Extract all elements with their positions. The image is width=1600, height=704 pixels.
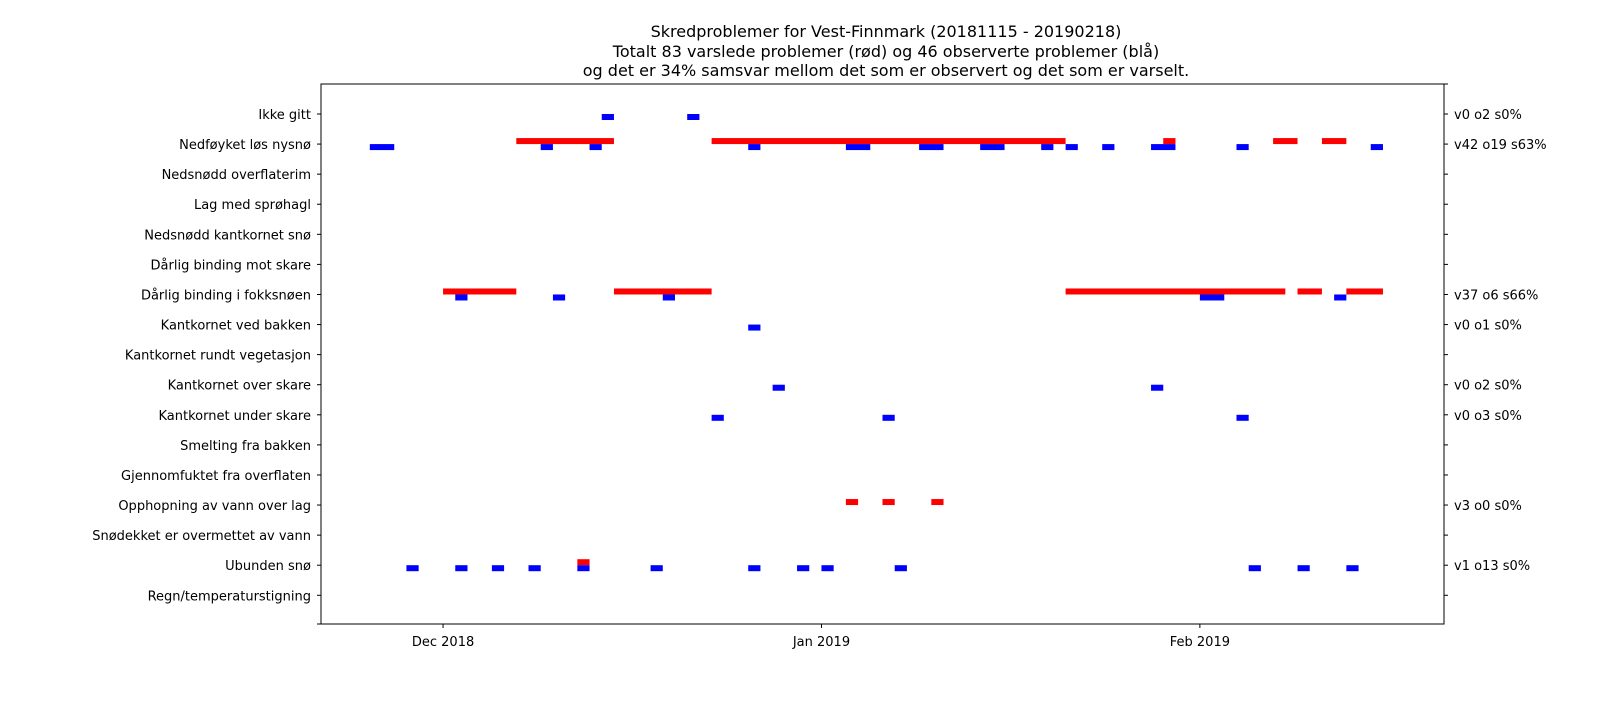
observed-bar: [1297, 565, 1310, 572]
y-tick-label: Ubunden snø: [225, 559, 311, 574]
plot-frame: [320, 83, 1445, 625]
observed-bar: [577, 565, 590, 572]
forecast-bar: [516, 138, 614, 145]
observed-bar: [369, 144, 395, 151]
observed-bar: [882, 414, 895, 421]
forecast-bar: [577, 559, 590, 566]
observed-bar: [980, 144, 1005, 151]
observed-bar: [1199, 294, 1225, 301]
right-stat-label: v37 o6 s66%: [1454, 288, 1538, 303]
right-stat-label: v3 o0 s0%: [1454, 499, 1522, 514]
bars-layer: [369, 114, 1383, 572]
observed-bar: [589, 144, 602, 151]
observed-bar: [1334, 294, 1347, 301]
x-tick-label: Dec 2018: [412, 635, 474, 650]
observed-bar: [1151, 144, 1176, 151]
forecast-bar: [1273, 138, 1298, 145]
observed-bar: [1370, 144, 1383, 151]
y-tick-label: Kantkornet ved bakken: [161, 319, 311, 334]
y-tick-label: Dårlig binding mot skare: [151, 258, 311, 273]
chart-title-line-2: Totalt 83 varslede problemer (rød) og 46…: [612, 42, 1159, 61]
forecast-bar: [882, 499, 895, 506]
right-stat-label: v0 o2 s0%: [1454, 108, 1522, 123]
observed-bar: [821, 565, 834, 572]
forecast-bar: [613, 288, 712, 295]
y-tick-label: Kantkornet under skare: [158, 409, 311, 424]
observed-bar: [797, 565, 810, 572]
observed-bar: [552, 294, 566, 301]
y-tick-label: Nedsnødd kantkornet snø: [144, 228, 311, 243]
observed-bar: [455, 565, 468, 572]
y-tick-label: Ikke gitt: [258, 108, 311, 123]
observed-bar: [406, 565, 419, 572]
observed-bar: [845, 144, 871, 151]
y-tick-label: Kantkornet rundt vegetasjon: [125, 349, 311, 364]
y-tick-label: Smelting fra bakken: [180, 439, 311, 454]
y-tick-label: Kantkornet over skare: [168, 379, 311, 394]
observed-bar: [687, 114, 700, 120]
right-stat-label: v1 o13 s0%: [1454, 559, 1530, 574]
forecast-bar: [443, 288, 517, 295]
y-tick-label: Gjennomfuktet fra overflaten: [121, 469, 311, 484]
observed-bar: [1102, 144, 1115, 151]
right-stat-label: v0 o2 s0%: [1454, 379, 1522, 394]
forecast-bar: [1297, 288, 1322, 295]
forecast-bar: [1346, 288, 1383, 295]
observed-bar: [540, 144, 553, 151]
x-tick-label: Jan 2019: [792, 635, 850, 650]
observed-bar: [772, 384, 785, 391]
y-tick-label: Dårlig binding i fokksnøen: [141, 288, 311, 303]
chart-title: Skredproblemer for Vest-Finnmark (201811…: [583, 22, 1189, 80]
y-tick-label: Regn/temperaturstigning: [148, 589, 311, 604]
chart-title-line-3: og det er 34% samsvar mellom det som er …: [583, 61, 1189, 80]
observed-bar: [748, 565, 761, 572]
observed-bar: [1236, 144, 1249, 151]
y-tick-label: Nedføyket løs nysnø: [179, 138, 311, 153]
observed-bar: [601, 114, 614, 120]
observed-bar: [491, 565, 505, 572]
forecast-bar: [1321, 138, 1347, 145]
observed-bar: [528, 565, 541, 572]
forecast-bar: [1065, 288, 1286, 295]
y-tick-label: Opphopning av vann over lag: [118, 499, 311, 514]
right-stat-label: v0 o3 s0%: [1454, 409, 1522, 424]
x-tick-label: Feb 2019: [1170, 635, 1230, 650]
y-axis-left: Ikke gitt Nedføyket løs nysnø Nedsnødd ove…: [92, 108, 321, 625]
observed-bar: [1041, 144, 1054, 151]
observed-bar: [711, 414, 724, 421]
y-tick-label: Nedsnødd overflaterim: [162, 168, 311, 183]
forecast-bar: [845, 499, 859, 506]
right-stat-label: v0 o1 s0%: [1454, 319, 1522, 334]
forecast-bar: [711, 138, 1066, 145]
observed-bar: [455, 294, 468, 301]
observed-bar: [1236, 414, 1249, 421]
x-axis: Dec 2018 Jan 2019 Feb 2019: [412, 624, 1230, 650]
observed-bar: [1151, 384, 1164, 391]
forecast-bar: [1163, 138, 1176, 145]
observed-bar: [662, 294, 675, 301]
y-tick-label: Lag med sprøhagl: [194, 198, 311, 213]
observed-bar: [919, 144, 944, 151]
observed-bar: [748, 324, 761, 331]
right-stat-label: v42 o19 s63%: [1454, 138, 1547, 153]
y-tick-label: Snødekket er overmettet av vann: [92, 529, 311, 544]
observed-bar: [650, 565, 663, 572]
observed-bar: [1065, 144, 1078, 151]
y-axis-right: v0 o2 s0% v42 o19 s63% v37 o6 s66% v0 o1 s0…: [1444, 83, 1547, 596]
chart-title-line-1: Skredproblemer for Vest-Finnmark (201811…: [651, 22, 1122, 41]
observed-bar: [894, 565, 907, 572]
observed-bar: [748, 144, 761, 151]
observed-bar: [1248, 565, 1261, 572]
observed-bar: [1346, 565, 1359, 572]
forecast-bar: [931, 499, 944, 506]
